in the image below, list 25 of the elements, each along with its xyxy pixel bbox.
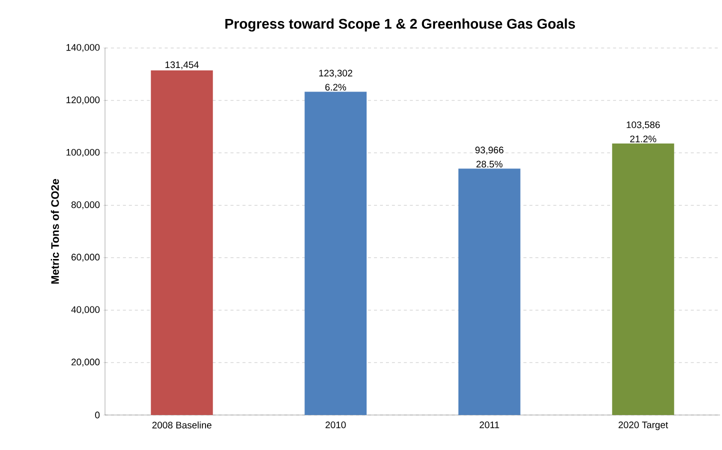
x-tick-label: 2011 bbox=[480, 422, 500, 428]
annotation: 21.2% bbox=[630, 136, 656, 142]
bar bbox=[458, 168, 520, 415]
data-label: 93,966 bbox=[475, 146, 504, 154]
x-tick-label: 2010 bbox=[326, 422, 346, 428]
bar bbox=[304, 92, 367, 415]
y-tick-label: 60,000 bbox=[72, 254, 100, 262]
x-tick-label: 2008 Baseline bbox=[152, 422, 212, 428]
data-label: 103,586 bbox=[626, 121, 660, 130]
annotation: 28.5% bbox=[476, 160, 502, 168]
data-label: 131,454 bbox=[165, 61, 199, 70]
annotation: 6.2% bbox=[325, 84, 346, 91]
y-tick-label: 0 bbox=[95, 412, 100, 418]
y-tick-label: 140,000 bbox=[66, 44, 100, 52]
y-axis-title: Metric Tons of CO2e bbox=[50, 179, 59, 284]
y-tick-label: 100,000 bbox=[66, 148, 100, 157]
y-tick-label: 80,000 bbox=[71, 201, 100, 210]
y-tick-label: 120,000 bbox=[66, 96, 100, 104]
y-tick-label: 20,000 bbox=[72, 358, 100, 366]
bar bbox=[150, 70, 213, 415]
chart-title: Progress toward Scope 1 & 2 Greenhouse Gas Goals bbox=[225, 18, 575, 32]
x-tick-label: 2020 Target bbox=[618, 422, 668, 430]
bar bbox=[612, 143, 674, 415]
y-tick-label: 40,000 bbox=[71, 306, 100, 314]
data-label: 123,302 bbox=[319, 70, 352, 78]
